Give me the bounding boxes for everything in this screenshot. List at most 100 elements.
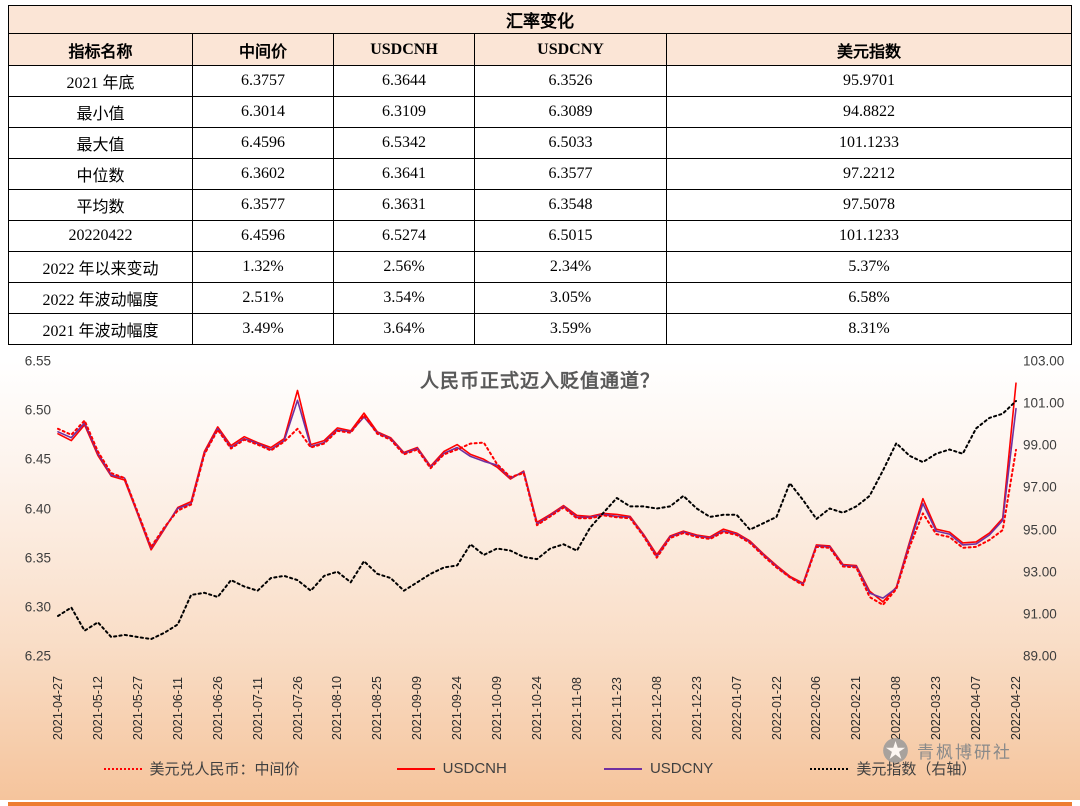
axis-tick-label: 6.30 — [24, 599, 51, 615]
x-axis-label: 2021-11-08 — [569, 676, 584, 740]
column-header: USDCNH — [333, 33, 475, 66]
table-cell: 6.3109 — [333, 96, 475, 128]
x-axis-label: 2022-01-22 — [769, 676, 784, 740]
series-line-3 — [57, 399, 1017, 599]
table-cell: 6.5015 — [474, 220, 667, 252]
table-cell: 95.9701 — [666, 65, 1072, 97]
table-cell: 101.1233 — [666, 127, 1072, 159]
table-cell: 6.58% — [666, 282, 1072, 314]
table-cell: 6.4596 — [192, 127, 334, 159]
table-cell: 3.64% — [333, 313, 475, 345]
x-axis-label: 2021-12-23 — [689, 676, 704, 740]
table-row: 2021 年底 6.3757 6.3644 6.3526 95.9701 — [8, 65, 1072, 97]
table-cell: 中位数 — [8, 158, 193, 190]
column-header: 美元指数 — [666, 33, 1072, 66]
chart-canvas — [57, 382, 1017, 641]
legend-label: 美元兑人民币：中间价 — [149, 761, 300, 778]
x-axis-label: 2021-08-10 — [330, 676, 345, 740]
table-cell: 6.5274 — [333, 220, 475, 252]
x-axis-label: 2022-04-07 — [969, 676, 984, 740]
x-axis-label: 2021-08-25 — [370, 676, 385, 740]
table-cell: 2022 年波动幅度 — [8, 282, 193, 314]
x-axis-label: 2021-07-26 — [290, 676, 305, 740]
table-row: 2022 年波动幅度 2.51% 3.54% 3.05% 6.58% — [8, 282, 1072, 314]
legend-item: 美元兑人民币：中间价 — [103, 758, 300, 779]
table-cell: 6.3526 — [474, 65, 667, 97]
table-row: 最大值 6.4596 6.5342 6.5033 101.1233 — [8, 127, 1072, 159]
table-cell: 6.5342 — [333, 127, 475, 159]
chart-body: 6.55 6.50 6.45 6.40 6.35 6.30 6.25 103.00 101.0… — [0, 354, 1080, 662]
chart-section: 人民币正式迈入贬值通道？ 6.55 6.50 6.45 6.40 6.35 6.30 6.2… — [0, 354, 1080, 800]
x-axis-label: 2021-04-27 — [51, 676, 65, 740]
table-cell: 3.49% — [192, 313, 334, 345]
table-cell: 最小值 — [8, 96, 193, 128]
axis-tick-label: 6.40 — [24, 500, 51, 516]
table-cell: 6.3577 — [192, 189, 334, 221]
axis-tick-label: 6.45 — [24, 451, 51, 467]
axis-tick-label: 101.00 — [1023, 395, 1065, 411]
axis-tick-label: 99.00 — [1023, 437, 1057, 453]
column-header: 中间价 — [192, 33, 334, 66]
table-cell: 6.3644 — [333, 65, 475, 97]
x-axis-label: 2021-10-24 — [530, 676, 544, 740]
x-axis-label: 2021-12-08 — [649, 676, 664, 740]
table-cell: 1.32% — [192, 251, 334, 283]
x-axis-label: 2022-02-21 — [849, 676, 864, 740]
legend-label: USDCNY — [649, 760, 714, 777]
table-cell: 97.5078 — [666, 189, 1072, 221]
axis-tick-label: 95.00 — [1023, 521, 1057, 537]
x-axis-label: 2021-10-09 — [490, 676, 505, 740]
table-cell: 3.54% — [333, 282, 475, 314]
axis-tick-label: 103.00 — [1023, 353, 1065, 369]
table-cell: 6.3548 — [474, 189, 667, 221]
axis-tick-label: 97.00 — [1023, 479, 1057, 495]
x-axis-label: 2021-09-24 — [450, 676, 465, 740]
x-axis-label: 2021-06-26 — [210, 676, 225, 740]
table-cell: 6.3757 — [192, 65, 334, 97]
series-line-1 — [57, 414, 1017, 606]
axis-tick-label: 6.55 — [24, 353, 51, 369]
table-cell: 20220422 — [8, 220, 193, 252]
rates-table-body: 汇率变化 指标名称 中间价 USDCNH USDCNY 美元指数 2021 年底 6.3757… — [8, 5, 1072, 345]
table-row: 20220422 6.4596 6.5274 6.5015 101.1233 — [8, 220, 1072, 252]
axis-tick-label: 89.00 — [1023, 648, 1057, 664]
column-header: 指标名称 — [8, 33, 193, 66]
table-cell: 8.31% — [666, 313, 1072, 345]
chart-legend: 美元兑人民币：中间价 USDCNH USDCNY 美元指数（右轴） — [0, 752, 1080, 779]
table-cell: 6.3641 — [333, 158, 475, 190]
x-axis-label: 2021-07-11 — [250, 676, 265, 740]
watermark-logo-icon — [882, 737, 909, 764]
x-axis-label: 2021-05-27 — [130, 676, 145, 740]
x-axis-label: 2021-09-09 — [410, 676, 425, 740]
table-cell: 2.34% — [474, 251, 667, 283]
axis-tick-label: 6.50 — [24, 402, 51, 418]
table-row: 最小值 6.3014 6.3109 6.3089 94.8822 — [8, 96, 1072, 128]
right-y-axis: 103.00 101.00 99.00 97.00 95.00 93.00 91.00 89.… — [1016, 354, 1080, 662]
x-axis-label: 2022-04-22 — [1009, 676, 1023, 740]
table-cell: 2.56% — [333, 251, 475, 283]
legend-line-sample — [603, 767, 642, 770]
report-page: 汇率变化 指标名称 中间价 USDCNH USDCNY 美元指数 2021 年底 6.3757… — [0, 5, 1080, 806]
column-header: USDCNY — [474, 33, 667, 66]
table-cell: 101.1233 — [666, 220, 1072, 252]
table-cell: 3.59% — [474, 313, 667, 345]
bottom-accent-line — [8, 802, 1072, 806]
table-cell: 6.4596 — [192, 220, 334, 252]
series-line-4 — [57, 400, 1017, 641]
table-cell: 6.3014 — [192, 96, 334, 128]
x-axis-label: 2021-06-11 — [170, 676, 185, 740]
rates-table: 汇率变化 指标名称 中间价 USDCNH USDCNY 美元指数 2021 年底 6.3757… — [8, 5, 1072, 345]
x-axis-label: 2022-02-06 — [809, 676, 824, 740]
x-axis-labels: 2021-04-27 2021-05-12 2021-05-27 2021-06-11… — [51, 656, 1023, 752]
legend-label: USDCNH — [442, 760, 507, 777]
legend-item: 美元指数（右轴） — [810, 758, 976, 779]
x-axis-label: 2021-11-23 — [609, 676, 624, 740]
table-title: 汇率变化 — [8, 5, 1072, 34]
watermark-text: 青枫博研社 — [917, 743, 1012, 762]
table-cell: 6.3631 — [333, 189, 475, 221]
legend-line-sample — [810, 767, 849, 770]
table-cell: 最大值 — [8, 127, 193, 159]
legend-line-sample — [396, 767, 435, 770]
table-cell: 6.3577 — [474, 158, 667, 190]
table-cell: 平均数 — [8, 189, 193, 221]
